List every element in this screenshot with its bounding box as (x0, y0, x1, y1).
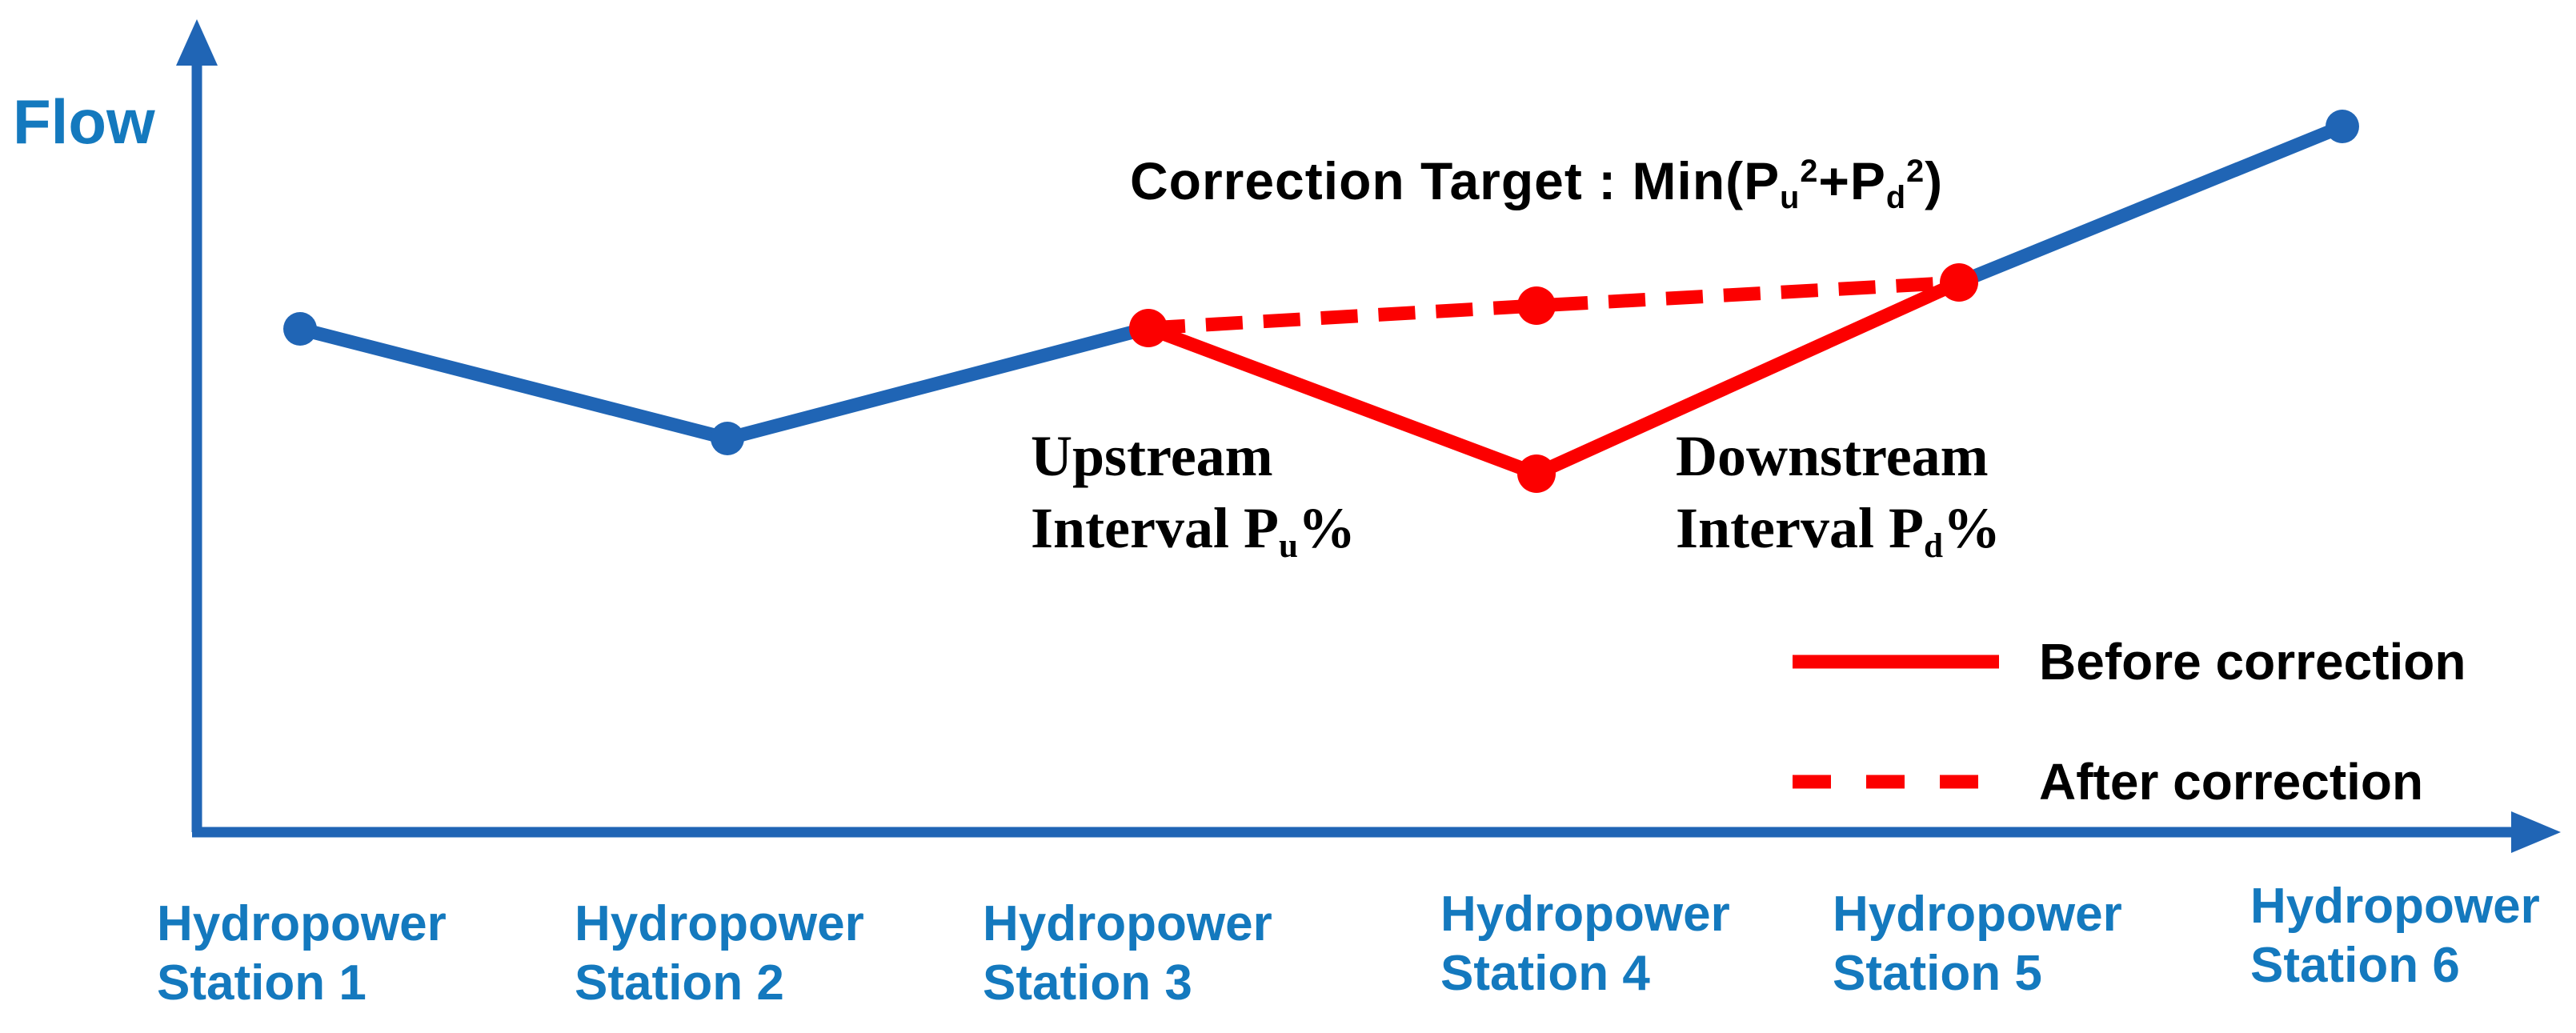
station-5-line1: Hydropower (1833, 887, 2122, 942)
station-4-line2: Station 4 (1440, 946, 1650, 1001)
x-axis-label-station-1: Hydropower Station 1 (157, 895, 447, 1013)
station-4-line1: Hydropower (1440, 887, 1730, 942)
downstream-interval-line2-prefix: Interval P (1676, 496, 1924, 560)
upstream-interval-sub-u: u (1278, 527, 1298, 566)
x-axis-label-station-3: Hydropower Station 3 (983, 895, 1272, 1013)
series-line-0-1 (1956, 120, 2346, 289)
upstream-interval-line2-prefix: Interval P (1031, 496, 1279, 560)
x-axis-label-station-4: Hydropower Station 4 (1440, 885, 1730, 1003)
legend-label-after-correction: After correction (2039, 753, 2424, 811)
series-marker-0-0 (283, 312, 317, 346)
downstream-interval-line1: Downstream (1676, 424, 1989, 488)
station-1-line2: Station 1 (157, 955, 367, 1011)
station-6-line2: Station 6 (2250, 938, 2460, 993)
station-2-line1: Hydropower (575, 896, 864, 951)
downstream-interval-line2: Interval Pd% (1676, 492, 2001, 583)
series-marker-2-2 (1940, 263, 1978, 302)
upstream-interval-line1: Upstream (1031, 424, 1273, 488)
correction-target-sup-2a: 2 (1800, 154, 1819, 190)
correction-target-sub-d: d (1885, 180, 1907, 216)
correction-target-prefix: Correction Target : Min(P (1130, 151, 1781, 210)
downstream-interval-percent: % (1942, 496, 2001, 560)
station-5-line2: Station 5 (1833, 946, 2042, 1001)
x-axis-label-station-6: Hydropower Station 6 (2250, 877, 2540, 995)
downstream-interval-sub-d: d (1923, 527, 1943, 566)
x-axis-label-station-5: Hydropower Station 5 (1833, 885, 2122, 1003)
series-marker-0-2 (2326, 110, 2359, 143)
series-line-0-0 (298, 321, 1151, 446)
y-axis-label: Flow (13, 86, 155, 157)
correction-target-annotation: Correction Target : Min(Pu2+Pd2) (1130, 150, 1943, 216)
correction-target-mid: +P (1818, 151, 1886, 210)
y-axis-arrowhead-icon (176, 19, 218, 66)
series-line-1-0 (1148, 275, 1960, 335)
series-marker-2-1 (1517, 454, 1556, 493)
x-axis-arrowhead-icon (2511, 811, 2561, 853)
upstream-interval-label: Upstream Interval Pu% (1031, 420, 1356, 583)
station-3-line2: Station 3 (983, 955, 1192, 1011)
upstream-interval-line2: Interval Pu% (1031, 492, 1356, 583)
correction-target-sub-u: u (1780, 180, 1801, 216)
correction-target-suffix: ) (1925, 151, 1944, 210)
series-marker-2-0 (1129, 309, 1168, 347)
downstream-interval-label: Downstream Interval Pd% (1676, 420, 2001, 583)
correction-target-sup-2b: 2 (1906, 154, 1925, 190)
station-1-line1: Hydropower (157, 896, 447, 951)
series-marker-0-1 (711, 422, 744, 455)
series-marker-1-0 (1517, 286, 1556, 325)
x-axis-label-station-2: Hydropower Station 2 (575, 895, 864, 1013)
station-6-line1: Hydropower (2250, 879, 2540, 934)
upstream-interval-percent: % (1297, 496, 1356, 560)
station-3-line1: Hydropower (983, 896, 1272, 951)
legend-label-before-correction: Before correction (2039, 633, 2466, 691)
station-2-line2: Station 2 (575, 955, 784, 1011)
